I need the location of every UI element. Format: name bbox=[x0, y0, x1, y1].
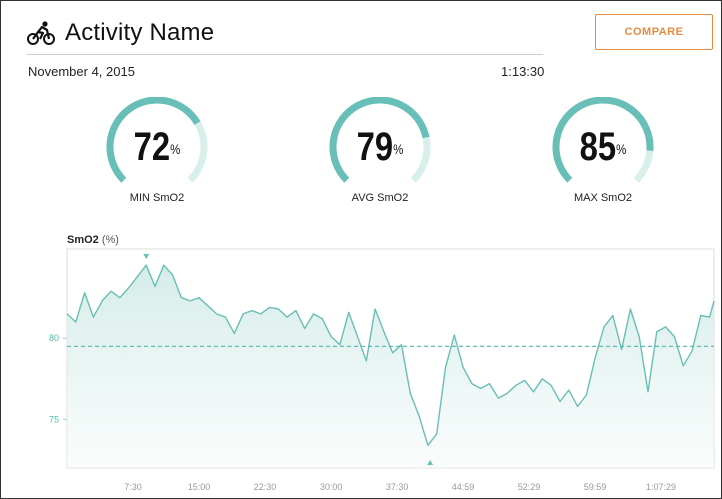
x-tick-label: 37:30 bbox=[386, 482, 409, 492]
gauge-value: 72% bbox=[133, 125, 181, 169]
activity-duration: 1:13:30 bbox=[501, 64, 545, 79]
x-tick-label: 52:29 bbox=[518, 482, 541, 492]
gauge-label: MIN SmO2 bbox=[129, 192, 185, 204]
gauge-fill bbox=[552, 97, 654, 183]
x-tick-label: 30:00 bbox=[320, 482, 343, 492]
activity-date: November 4, 2015 bbox=[28, 64, 135, 79]
cycling-icon bbox=[27, 21, 55, 45]
gauge-value: 85% bbox=[579, 125, 627, 169]
max-smo2-gauge: 85% MAX SmO2 bbox=[549, 97, 657, 207]
x-tick-label: 59:59 bbox=[584, 482, 607, 492]
x-tick-label: 22:30 bbox=[254, 482, 277, 492]
x-tick-label: 7:30 bbox=[124, 482, 142, 492]
x-tick-label: 44:59 bbox=[452, 482, 475, 492]
activity-header: Activity Name bbox=[27, 17, 543, 55]
max-marker-icon bbox=[143, 254, 150, 259]
smo2-chart[interactable]: 75 80 7:30 15:00 22:30 30:00 37:30 44:59 52:29 59… bbox=[1, 241, 721, 499]
y-tick-label: 75 bbox=[49, 414, 59, 424]
chart-title: SmO2 (%) bbox=[67, 234, 119, 246]
smo2-area bbox=[67, 265, 714, 468]
smo2-line bbox=[66, 264, 715, 446]
activity-title: Activity Name bbox=[65, 19, 215, 46]
x-tick-label: 1:07:29 bbox=[646, 482, 676, 492]
y-tick-label: 80 bbox=[49, 333, 59, 343]
min-marker-icon bbox=[427, 460, 434, 465]
compare-button[interactable]: COMPARE bbox=[595, 14, 713, 50]
gauge-fill bbox=[329, 97, 430, 183]
gauge-value: 79% bbox=[356, 125, 404, 169]
gauge-fill bbox=[106, 97, 201, 183]
avg-smo2-gauge: 79% AVG SmO2 bbox=[326, 97, 434, 207]
gauge-label: AVG SmO2 bbox=[351, 192, 409, 204]
gauge-label: MAX SmO2 bbox=[573, 192, 633, 204]
x-tick-label: 15:00 bbox=[188, 482, 211, 492]
min-smo2-gauge: 72% MIN SmO2 bbox=[103, 97, 211, 207]
